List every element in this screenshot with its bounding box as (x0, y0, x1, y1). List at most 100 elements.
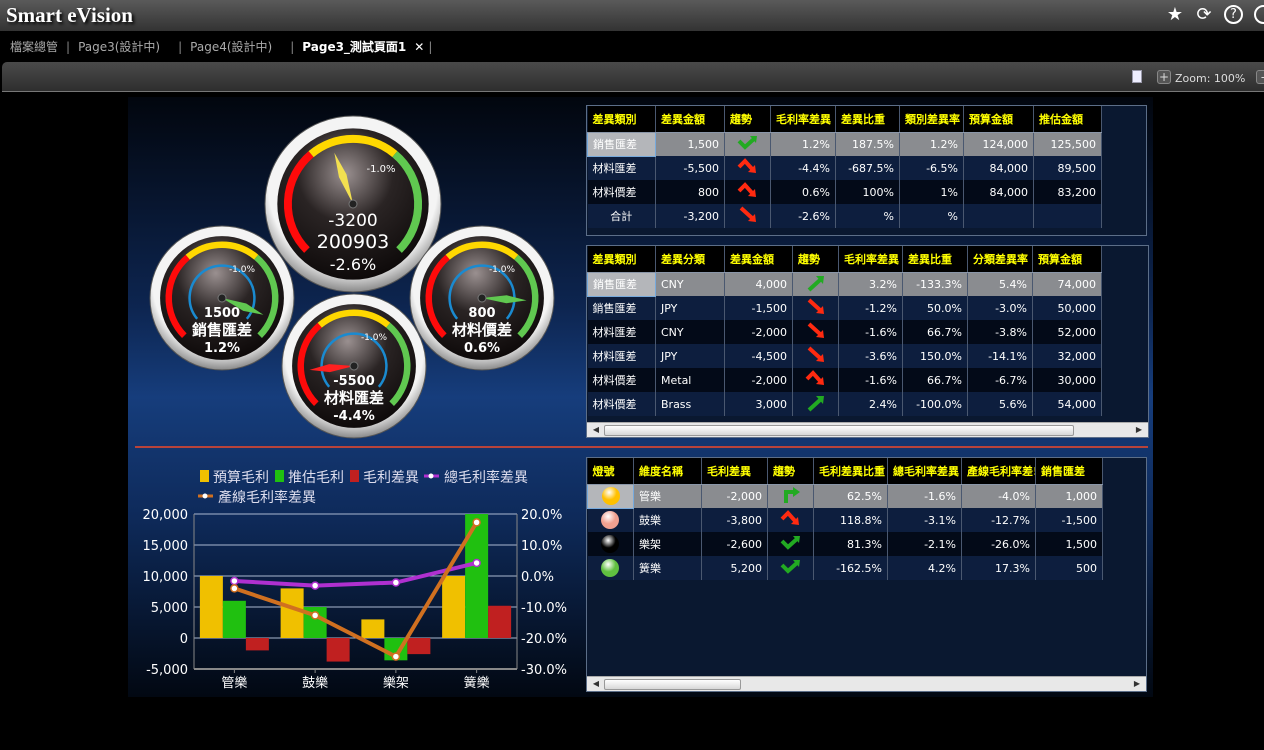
table-cell: 52,000 (1032, 320, 1102, 344)
table-cell: -687.5% (835, 156, 900, 180)
column-header[interactable]: 類別差異率 (899, 106, 964, 133)
table-cell: -1.2% (838, 296, 903, 320)
refresh-icon[interactable]: ⟳ (1196, 4, 1212, 25)
column-header[interactable]: 趨勢 (792, 246, 839, 273)
column-header[interactable]: 差異比重 (902, 246, 968, 273)
scroll-thumb[interactable] (604, 679, 741, 690)
table-cell: Brass (655, 392, 725, 416)
table-cell: -2.1% (887, 532, 962, 556)
column-header[interactable]: 燈號 (587, 458, 634, 485)
column-header[interactable]: 推估金額 (1033, 106, 1102, 133)
tab-file-manager[interactable]: 檔案總管 (10, 40, 59, 54)
y-left-tick: 10,000 (143, 570, 189, 585)
gauge-label: 材料匯差 (324, 389, 384, 407)
gauge-label: 材料價差 (452, 321, 512, 339)
table-row[interactable]: 管樂 -2,000 62.5% -1.6% -4.0% 1,000 (587, 483, 1103, 509)
table-cell: 1,500 (655, 132, 725, 156)
scroll-right-icon[interactable]: ▶ (1133, 679, 1141, 688)
column-header[interactable]: 預算金額 (963, 106, 1034, 133)
table-cell: 3,000 (724, 392, 793, 416)
user-icon[interactable] (1254, 5, 1264, 24)
toolbar: + Zoom: 100% - (2, 62, 1264, 92)
table-cell (1033, 204, 1102, 228)
column-header[interactable]: 趨勢 (767, 458, 814, 485)
scroll-right-icon[interactable]: ▶ (1135, 425, 1143, 434)
table-cell: -2.6% (770, 204, 836, 228)
trend-cell (792, 296, 839, 320)
table-cell: 2.4% (838, 392, 903, 416)
column-header[interactable]: 趨勢 (724, 106, 771, 133)
column-header[interactable]: 銷售匯差 (1035, 458, 1103, 485)
table-cell: 銷售匯差 (587, 296, 656, 320)
bar-毛利差異 (245, 638, 269, 651)
horizontal-scrollbar[interactable]: ◀ ▶ (587, 676, 1146, 691)
table-row[interactable]: 材料價差 Metal -2,000 -1.6% 66.7% -6.7% 30,000 (587, 368, 1102, 392)
x-tick-label: 管樂 (221, 675, 247, 691)
table-cell: -3.1% (887, 508, 962, 532)
tab-separator: | (428, 39, 433, 54)
tab-separator: | (290, 39, 295, 54)
table-cell: -3.8% (967, 320, 1033, 344)
trend-cell (724, 156, 771, 180)
column-header[interactable]: 分類差異率 (967, 246, 1033, 273)
column-header[interactable]: 差異比重 (835, 106, 900, 133)
column-header[interactable]: 毛利率差異 (770, 106, 836, 133)
table-cell: 84,000 (963, 180, 1034, 204)
column-header[interactable]: 產線毛利率差! (961, 458, 1036, 485)
table-cell: 0.6% (770, 180, 836, 204)
column-header[interactable]: 毛利差異 (701, 458, 768, 485)
y-left-tick: -5,000 (146, 663, 188, 678)
table-row[interactable]: 材料匯差 -5,500 -4.4% -687.5% -6.5% 84,000 89,500 (587, 156, 1102, 180)
scroll-left-icon[interactable]: ◀ (592, 425, 600, 434)
column-header[interactable]: 毛利率差異 (838, 246, 903, 273)
tab-page4[interactable]: Page4(設計中) (190, 40, 273, 54)
column-header[interactable]: 差異類別 (587, 246, 656, 273)
star-icon[interactable]: ★ (1166, 4, 1184, 25)
y-right-tick: -10.0% (521, 601, 567, 616)
table-cell: 118.8% (813, 508, 888, 532)
table-row[interactable]: 銷售匯差 CNY 4,000 3.2% -133.3% 5.4% 74,000 (587, 271, 1102, 297)
table-row[interactable]: 銷售匯差 1,500 1.2% 187.5% 1.2% 124,000 125,500 (587, 131, 1102, 157)
table-row[interactable]: 銷售匯差 JPY -1,500 -1.2% 50.0% -3.0% 50,000 (587, 296, 1102, 320)
table-cell (963, 204, 1034, 228)
column-header[interactable]: 預算金額 (1032, 246, 1102, 273)
zoom-in-button[interactable]: + (1157, 70, 1171, 84)
column-header[interactable]: 毛利差異比重 (813, 458, 888, 485)
table-cell: 800 (655, 180, 725, 204)
tab-page3-test[interactable]: Page3_測試頁面1 (302, 40, 407, 54)
table-row[interactable]: 合計 -3,200 -2.6%%% (587, 204, 1102, 228)
table-cell: 1% (899, 180, 964, 204)
column-header[interactable]: 差異金額 (655, 106, 725, 133)
column-header[interactable]: 差異類別 (587, 106, 656, 133)
table-row[interactable]: 材料匯差 CNY -2,000 -1.6% 66.7% -3.8% 52,000 (587, 320, 1102, 344)
table-cell: % (835, 204, 900, 228)
check-up-trend-icon (780, 535, 800, 550)
column-header[interactable]: 差異分類 (655, 246, 725, 273)
table-row[interactable]: 簧樂 5,200 -162.5% 4.2% 17.3% 500 (587, 556, 1103, 580)
table-row[interactable]: 材料價差 800 0.6% 100% 1% 84,000 83,200 (587, 180, 1102, 204)
table-row[interactable]: 鼓樂 -3,800 118.8% -3.1% -12.7% -1,500 (587, 508, 1103, 532)
horizontal-scrollbar[interactable]: ◀ ▶ (587, 422, 1148, 437)
table-row[interactable]: 材料匯差 JPY -4,500 -3.6% 150.0% -14.1% 32,000 (587, 344, 1102, 368)
table-cell: 124,000 (963, 132, 1034, 156)
scroll-thumb[interactable] (604, 425, 1074, 436)
page-icon[interactable] (1132, 70, 1142, 83)
column-header[interactable]: 維度名稱 (633, 458, 702, 485)
gauge-label: -5500 (333, 374, 375, 389)
help-icon[interactable]: ? (1224, 5, 1243, 24)
table-cell: 材料匯差 (587, 320, 656, 344)
column-header[interactable]: 總毛利率差異 (887, 458, 962, 485)
table-cell: -2,000 (701, 484, 768, 508)
zoom-out-button[interactable]: - (1256, 70, 1264, 84)
scroll-left-icon[interactable]: ◀ (592, 679, 600, 688)
table-row[interactable]: 材料價差 Brass 3,000 2.4% -100.0% 5.6% 54,000 (587, 392, 1102, 416)
point-總毛利率差異 (230, 576, 239, 586)
bar-推估毛利 (222, 600, 246, 638)
trend-cell (767, 556, 814, 580)
point-產線毛利率差異 (230, 584, 239, 593)
column-header[interactable]: 差異金額 (724, 246, 793, 273)
tab-page3[interactable]: Page3(設計中) (78, 40, 161, 54)
close-tab-icon[interactable]: ✕ (414, 39, 425, 54)
table-row[interactable]: 樂架 -2,600 81.3% -2.1% -26.0% 1,500 (587, 532, 1103, 556)
check-up-trend-icon (780, 559, 800, 574)
